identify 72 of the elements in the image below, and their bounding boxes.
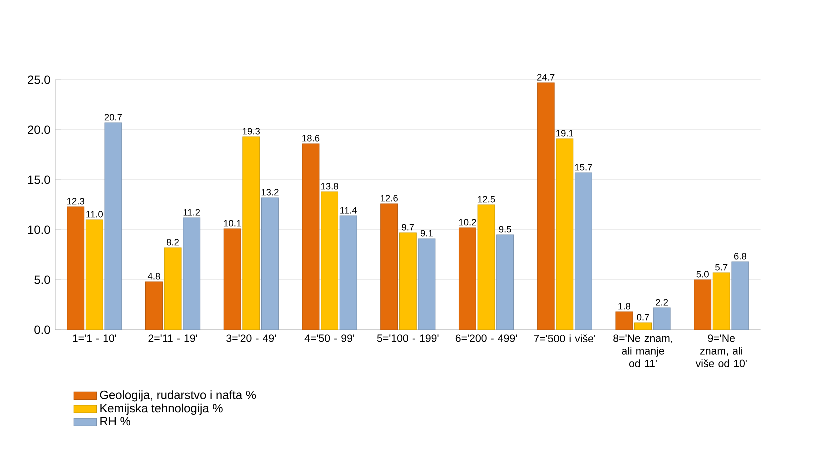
data-label: 12.3 <box>68 198 84 205</box>
y-tick-label: 15.0 <box>28 176 50 184</box>
data-label: 5.0 <box>696 271 709 278</box>
bar <box>380 204 398 330</box>
bar <box>478 204 496 330</box>
data-label: 12.6 <box>381 195 398 202</box>
bar <box>399 232 417 330</box>
bar <box>104 122 122 330</box>
bar <box>694 280 712 330</box>
data-label: 1.8 <box>618 303 631 310</box>
bar <box>556 138 574 330</box>
x-tick-label: 7='500 i više' <box>534 334 596 343</box>
x-tick-label: 2='11 - 19' <box>148 334 198 342</box>
bar <box>302 144 320 330</box>
legend-label: Geologija, rudarstvo i nafta % <box>100 390 256 402</box>
data-label: 9.7 <box>402 224 414 231</box>
x-tick-label: 1='1 - 10' <box>73 334 116 342</box>
bar <box>164 248 182 330</box>
bar <box>712 272 730 330</box>
bar <box>537 82 555 330</box>
x-tick-label: 5='100 - 199' <box>377 334 439 342</box>
bar <box>183 218 201 330</box>
data-label: 11.0 <box>86 211 104 218</box>
data-label: 18.6 <box>302 135 320 142</box>
bar <box>574 172 592 330</box>
y-tick-label: 20.0 <box>28 126 50 134</box>
y-tick-label: 10.0 <box>28 226 50 234</box>
bar <box>146 282 163 330</box>
bar <box>496 234 514 330</box>
data-label: 9.1 <box>420 230 433 237</box>
bar <box>321 192 339 330</box>
data-label: 24.7 <box>537 74 555 81</box>
data-label: 20.7 <box>104 114 122 121</box>
bar <box>634 322 652 330</box>
bar <box>732 262 750 330</box>
data-label: 11.4 <box>340 207 358 214</box>
bar <box>67 206 85 330</box>
legend-label: Kemijska tehnologija % <box>100 404 223 416</box>
data-label: 13.2 <box>262 189 279 196</box>
data-label: 8.2 <box>166 239 180 246</box>
bar <box>616 312 634 330</box>
x-tick-label: 8='Ne znam, ali manje od 11' <box>614 334 672 368</box>
data-label: 0.7 <box>637 314 650 321</box>
data-label: 19.3 <box>243 128 260 135</box>
bar <box>242 136 260 330</box>
x-tick-label: 6='200 - 499' <box>456 334 518 342</box>
data-label: 11.2 <box>184 209 200 216</box>
data-label: 6.8 <box>734 253 747 260</box>
data-label: 15.7 <box>575 164 592 171</box>
data-label: 2.2 <box>656 299 668 306</box>
x-tick-label: 4='50 - 99' <box>304 334 354 342</box>
legend-label: RH % <box>100 417 130 426</box>
data-label: 10.2 <box>459 219 476 226</box>
bar <box>224 228 242 330</box>
data-label: 13.8 <box>321 183 338 190</box>
bar <box>340 216 358 330</box>
bar <box>261 198 279 330</box>
data-label: 10.1 <box>224 220 242 227</box>
y-tick-label: 0.0 <box>34 326 50 334</box>
bar <box>86 220 104 330</box>
data-label: 9.5 <box>499 226 512 233</box>
x-tick-label: 9='Ne znam, ali više od 10' <box>696 334 747 368</box>
x-tick-label: 3='20 - 49' <box>226 334 276 342</box>
data-label: 12.5 <box>478 196 496 203</box>
data-label: 4.8 <box>148 273 160 280</box>
bar <box>458 228 476 330</box>
data-label: 5.7 <box>716 264 728 271</box>
bar <box>653 308 671 330</box>
data-label: 19.1 <box>556 130 574 137</box>
bar <box>418 238 436 330</box>
y-tick-label: 25.0 <box>28 76 50 84</box>
y-tick-label: 5.0 <box>34 276 50 284</box>
